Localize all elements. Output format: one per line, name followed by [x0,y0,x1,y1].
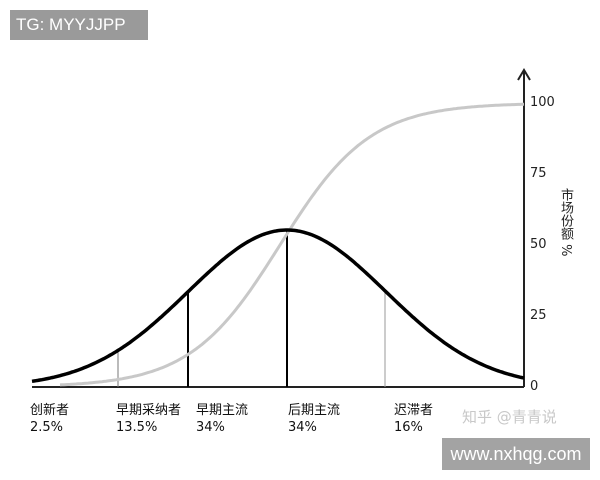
market-share-curve [59,102,525,387]
y-axis-arrow-icon [517,68,531,81]
segment-name: 早期主流 [196,403,249,418]
segment-innovators: 创新者 2.5% [30,402,69,436]
segment-share: 16% [394,420,423,435]
segment-name: 迟滞者 [394,403,434,418]
y-tick-0: 0 [530,379,539,394]
y-tick-25: 25 [530,308,547,323]
segment-name: 早期采纳者 [116,403,182,418]
segment-share: 34% [196,420,225,435]
segment-share: 2.5% [30,420,64,435]
segment-late-majority: 后期主流 34% [288,402,340,436]
segment-laggards: 迟滞者 16% [394,402,433,436]
y-tick-75: 75 [530,166,547,181]
segment-name: 后期主流 [288,403,341,418]
segment-name: 创新者 [30,403,70,418]
segment-early-adopters: 早期采纳者 13.5% [116,402,181,436]
segment-share: 13.5% [116,420,158,435]
y-axis-label: 市场份额 % [558,188,573,257]
y-tick-50: 50 [530,237,547,252]
adoption-bell-curve [31,228,525,384]
tg-watermark: TG: MYYJJPP [10,10,148,40]
segment-early-majority: 早期主流 34% [196,402,248,436]
y-tick-100: 100 [530,95,555,110]
segment-share: 34% [288,420,317,435]
zhihu-watermark: 知乎 @青青说 [462,408,557,426]
site-watermark: www.nxhqg.com [442,438,590,470]
